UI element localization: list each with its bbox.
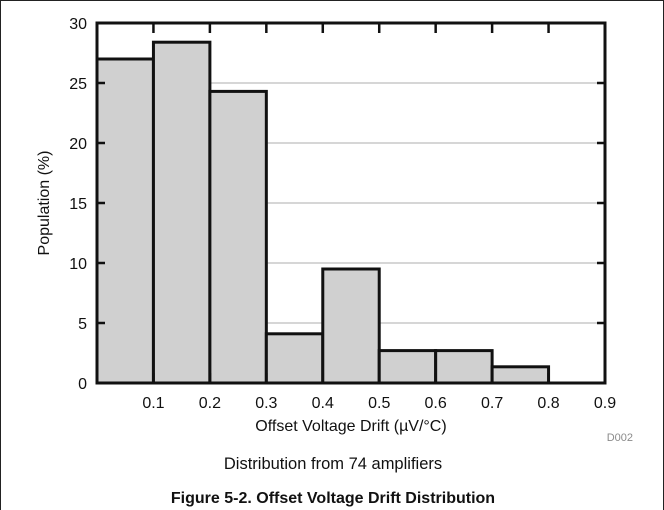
plot-frame [95,21,607,385]
y-tick-label-30: 30 [69,16,87,33]
figure-caption: Figure 5-2. Offset Voltage Drift Distrib… [170,490,496,507]
x-tick-label-0.1: 0.1 [142,395,164,412]
y-tick-label-25: 25 [69,76,87,93]
x-tick-label-0.8: 0.8 [537,395,559,412]
histogram-chart: 0 5 10 15 20 25 30 0.1 0.2 0.3 0.4 0.5 0.6 0.7 0.8 0.9… [36,16,633,444]
y-tick-label-20: 20 [69,136,87,153]
bar-0.4-0.5 [321,267,381,385]
bar-0.3-0.4 [264,332,325,385]
x-tick-label-0.4: 0.4 [312,395,334,412]
y-axis-label: Population (%) [36,151,53,256]
x-tick-label-0.3: 0.3 [255,395,277,412]
x-tick-label-0.5: 0.5 [368,395,390,412]
chart-subtitle: Distribution from 74 amplifiers [223,455,443,473]
y-tick-labels: 0 5 10 15 20 25 30 [69,16,87,393]
bar-0.2-0.3 [208,89,268,385]
x-tick-label-0.7: 0.7 [481,395,503,412]
figure-code: D002 [607,432,633,444]
bar-0.7-0.8 [490,365,551,385]
x-axis-label: Offset Voltage Drift (µV/°C) [255,418,446,435]
x-tick-label-0.2: 0.2 [199,395,221,412]
bar-0.6-0.7 [434,349,494,385]
x-tick-labels: 0.1 0.2 0.3 0.4 0.5 0.6 0.7 0.8 0.9 [142,395,616,412]
bar-0.5-0.6 [377,349,438,385]
y-tick-label-0: 0 [78,376,87,393]
y-tick-label-10: 10 [69,256,87,273]
bars [95,40,551,385]
bar-0.1-0.2 [151,40,212,385]
y-tick-label-15: 15 [69,196,87,213]
y-tick-label-5: 5 [78,316,87,333]
x-tick-label-0.9: 0.9 [594,395,616,412]
bar-0-0.1 [95,57,155,385]
x-tick-label-0.6: 0.6 [425,395,447,412]
